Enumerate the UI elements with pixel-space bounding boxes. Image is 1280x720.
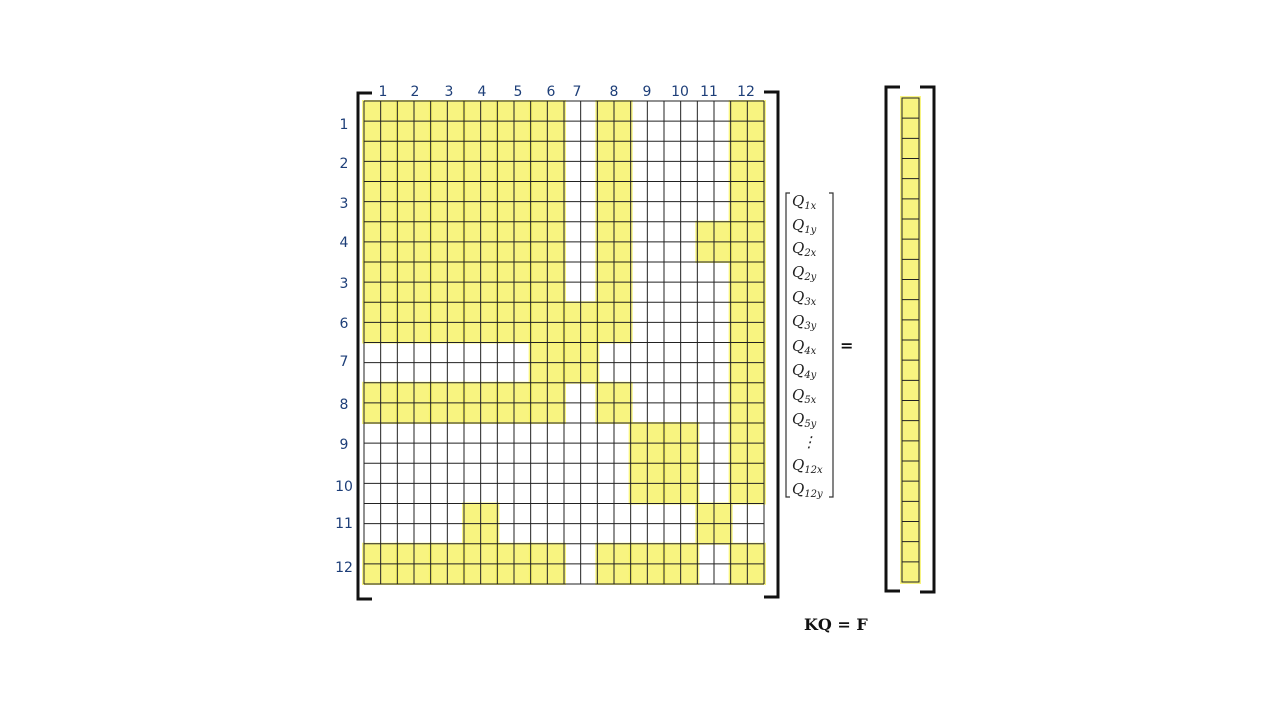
q-entry: Q3y — [792, 312, 817, 332]
stiffness-matrix-grid — [363, 100, 765, 585]
row-label: 11 — [335, 516, 353, 532]
q-entry: Q4x — [792, 337, 817, 357]
row-label: 7 — [340, 354, 349, 370]
q-entry: Q3x — [792, 288, 817, 308]
equation-label: KQ = F — [804, 615, 868, 634]
column-label: 4 — [478, 84, 487, 100]
q-right-bracket — [829, 192, 834, 498]
q-entry: Q1y — [792, 216, 817, 236]
column-label: 11 — [700, 84, 718, 100]
row-label: 2 — [340, 156, 349, 172]
f-left-bracket — [884, 85, 900, 593]
row-label: 1 — [340, 117, 349, 133]
q-entry: Q2y — [792, 263, 817, 283]
q-entry: Q4y — [792, 361, 817, 381]
displacement-vector: Q1x Q1y Q2x Q2y Q3x Q3y Q4x Q4y Q5x Q5y ⋮ Q12x Q12y — [785, 192, 834, 500]
column-label: 5 — [514, 84, 523, 100]
column-label: 10 — [671, 84, 689, 100]
row-label: 10 — [335, 479, 353, 495]
q-entry: Q5x — [792, 386, 817, 406]
row-label: 8 — [340, 397, 349, 413]
column-label: 9 — [643, 84, 652, 100]
row-label: 9 — [340, 437, 349, 453]
f-right-bracket — [920, 85, 936, 594]
column-label: 8 — [610, 84, 619, 100]
row-label: 3 — [340, 276, 349, 292]
q-entry-ellipsis: ⋮ — [802, 433, 817, 451]
force-vector — [884, 85, 936, 594]
q-left-bracket — [785, 192, 790, 498]
column-label: 1 — [379, 84, 388, 100]
row-label: 4 — [340, 235, 349, 251]
row-label: 3 — [340, 196, 349, 212]
q-entry: Q12y — [792, 480, 823, 500]
q-entry: Q2x — [792, 239, 817, 259]
equals-sign: = — [840, 336, 853, 355]
row-label: 6 — [340, 316, 349, 332]
q-entry: Q5y — [792, 410, 817, 430]
column-label: 7 — [573, 84, 582, 100]
left-bracket — [356, 91, 372, 601]
column-label: 2 — [411, 84, 420, 100]
column-labels: 1 2 3 4 5 6 7 8 9 10 11 12 — [379, 84, 755, 100]
matrix-brackets — [356, 90, 780, 601]
row-label: 12 — [335, 560, 353, 576]
q-entry: Q12x — [792, 456, 823, 476]
q-entry: Q1x — [792, 192, 817, 212]
right-bracket — [764, 90, 780, 599]
column-label: 6 — [547, 84, 556, 100]
column-label: 3 — [445, 84, 454, 100]
column-label: 12 — [737, 84, 755, 100]
